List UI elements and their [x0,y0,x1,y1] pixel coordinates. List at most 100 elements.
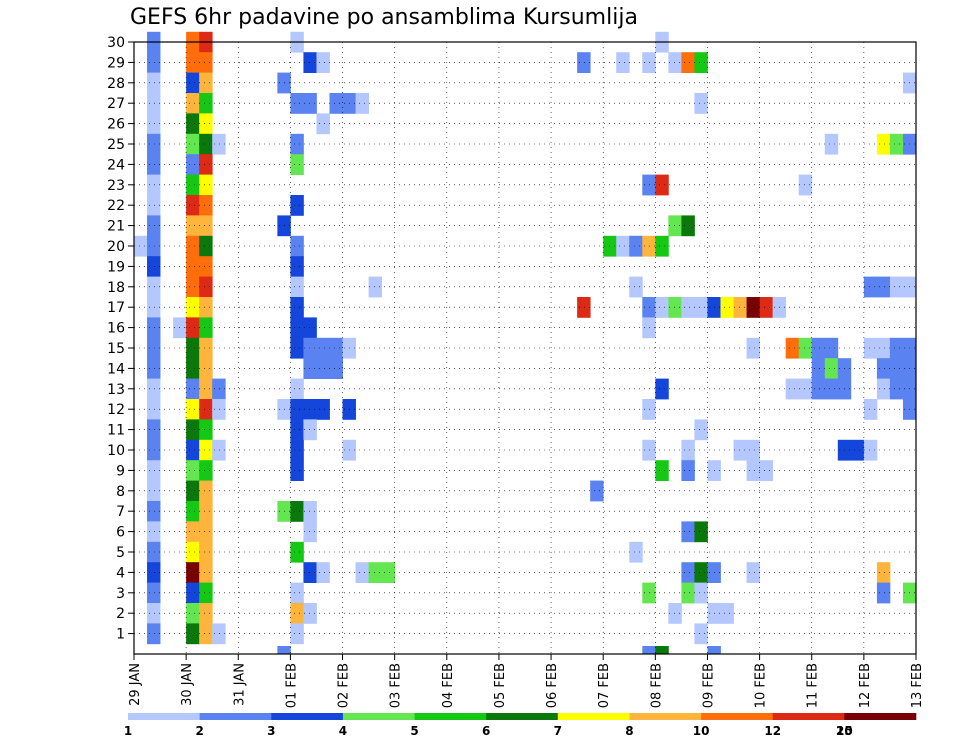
precip-cell [199,52,213,73]
y-tick-label: 7 [116,504,125,520]
precip-cell [889,276,904,298]
precip-cell [733,297,747,318]
precip-cell [199,399,213,420]
precip-cell [186,399,200,420]
precip-cell [212,133,226,155]
precip-cell [212,623,226,645]
precip-cell [147,215,161,237]
precip-cell [186,133,200,155]
precip-cell [303,521,317,543]
precip-cell [147,337,161,359]
colorbar-label: 2 [195,724,203,738]
precip-cell [186,297,200,318]
colorbar-label: 1 [124,724,132,738]
precip-cell [876,378,891,400]
precip-cell [186,174,200,196]
precip-cell [147,276,161,298]
precip-cell [186,113,200,135]
precip-cell [186,480,200,502]
chart-title: GEFS 6hr padavine po ansamblima Kursumli… [130,5,638,30]
precip-cell [368,562,383,583]
precip-cell [303,52,317,73]
precip-cell [316,399,330,420]
precip-cell [694,582,708,604]
precip-cell [290,317,304,339]
precip-cell [303,562,317,583]
precip-cell [681,521,695,543]
y-tick-label: 2 [116,606,125,622]
precip-cell [147,113,161,135]
precip-cell [212,378,226,400]
colorbar-label: 7 [554,724,562,738]
precip-cell [876,133,891,155]
x-tick-label: 07 FEB [597,663,612,708]
precip-cell [707,646,721,655]
precip-cell [290,93,304,114]
precip-cell [316,337,330,359]
precip-cell [199,562,213,583]
y-tick-label: 13 [107,382,125,398]
precip-cell [147,419,161,441]
precip-cell [186,215,200,237]
colorbar-label: 6 [482,724,490,738]
precip-cell [629,541,643,563]
precip-cell [759,297,774,318]
precip-cell [199,113,213,135]
x-tick-label: 30 JAN [180,663,195,706]
x-tick-label: 06 FEB [545,663,560,708]
precip-cell [199,521,213,543]
precip-cell [746,460,760,481]
colorbar-swatch [629,713,702,720]
colorbar-swatch [701,713,774,720]
x-tick-label: 31 JAN [232,663,247,706]
precip-cell [316,113,330,135]
precip-cell [186,582,200,604]
precip-cell [147,154,161,175]
precip-cell [811,358,826,379]
precip-cell [290,439,304,461]
precip-cell [199,501,213,522]
colorbar-label: 20 [836,724,853,738]
y-tick-label: 14 [107,361,125,377]
precip-cell [199,480,213,502]
precip-cell [850,439,865,461]
precip-cell [147,174,161,196]
precip-cell [642,646,656,655]
precip-cell [186,72,200,94]
y-tick-label: 15 [107,341,125,357]
precip-cell [290,256,304,277]
precip-cell [655,646,669,655]
precip-cell [889,337,904,359]
precip-cell [303,93,317,114]
precip-cell [668,215,682,237]
precip-cell [798,337,813,359]
precip-cell [290,419,304,441]
precip-cell [368,276,383,298]
precip-cell [681,439,695,461]
y-tick-label: 23 [107,178,125,194]
precip-cell [199,582,213,604]
y-tick-label: 3 [116,586,125,602]
colorbar-label: 8 [625,724,633,738]
precip-cell [316,358,330,379]
colorbar-swatch [772,713,845,720]
precip-cell [577,52,591,73]
precip-cell [186,195,200,216]
precip-cell [199,623,213,645]
x-tick-label: 05 FEB [493,663,508,708]
precip-cell [147,235,161,257]
precip-cell [355,93,369,114]
colorbar-swatch [342,713,415,720]
precip-cell [199,419,213,441]
precip-cell [199,215,213,237]
y-tick-label: 24 [107,157,125,173]
precip-cell [199,195,213,216]
precip-cell [199,174,213,196]
precip-cell [785,337,800,359]
precip-cell [889,378,904,400]
y-tick-label: 10 [107,443,125,459]
precip-cell [147,562,161,583]
y-tick-label: 25 [107,137,125,153]
x-tick-label: 08 FEB [649,663,664,708]
colorbar-swatch [199,713,272,720]
